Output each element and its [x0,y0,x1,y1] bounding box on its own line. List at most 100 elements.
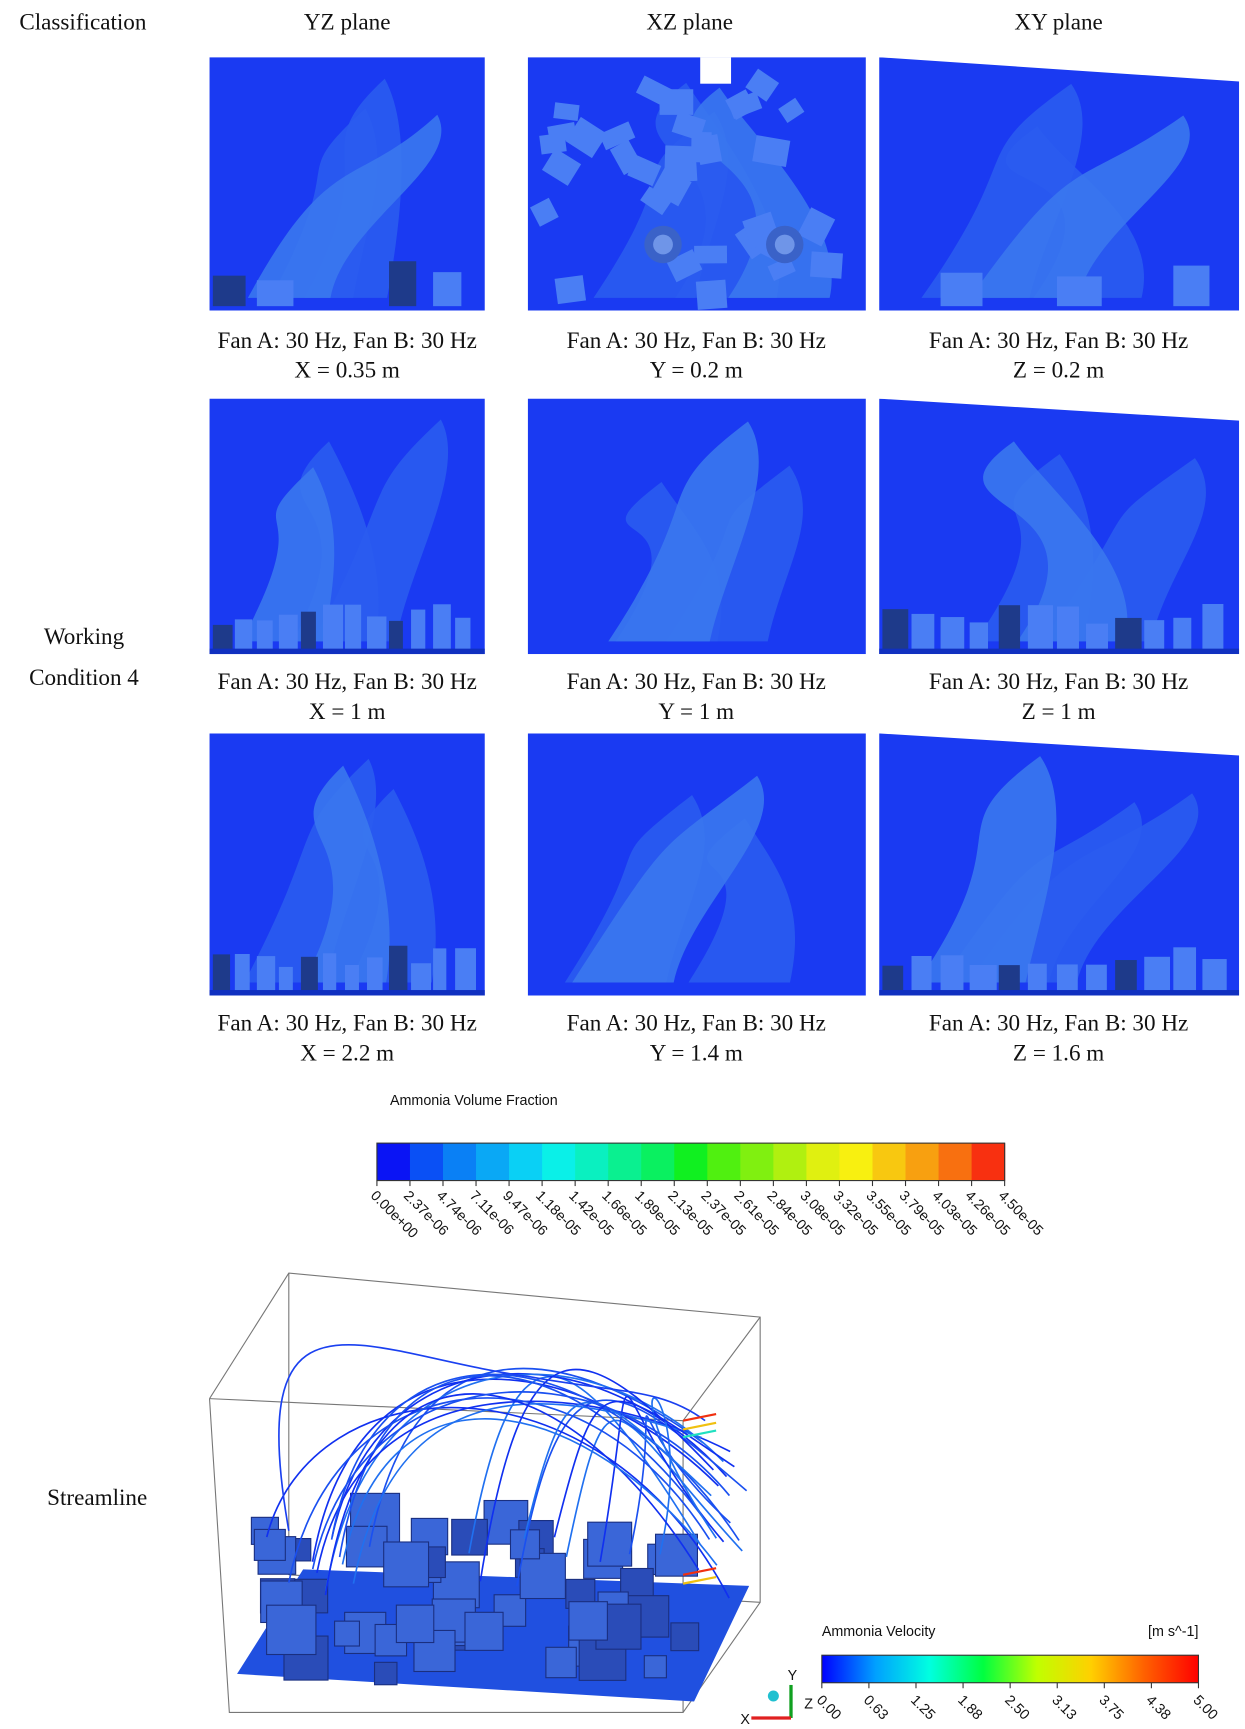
contour-panel [528,733,866,995]
block [1173,266,1209,307]
axis-label: Z [804,1697,813,1713]
page: {"header": {"classification": "Classific… [0,0,1245,1729]
panel-body [528,733,866,995]
block [257,620,273,649]
colorbar-segment [542,1143,576,1180]
row-label: Working [44,624,125,650]
panel-body [879,399,1239,654]
contour-panel [210,733,485,995]
colorbar-label: 4.38 [1143,1692,1174,1723]
panel-caption: Fan A: 30 Hz, Fan B: 30 Hz [218,328,477,354]
colorbar-segment [608,1143,642,1180]
axis-z [768,1690,779,1701]
block [411,610,425,650]
equipment [267,1605,316,1654]
colorbar-label: 0.63 [860,1692,891,1723]
panel-body [879,733,1239,995]
block [1115,960,1137,991]
block [941,955,964,991]
block [455,948,476,991]
block [235,954,250,991]
panel-caption: Fan A: 30 Hz, Fan B: 30 Hz [567,1011,826,1037]
panel-caption: Y = 1.4 m [650,1040,743,1066]
contour-panel [528,56,866,310]
block [213,954,230,991]
colorbar-segment [707,1143,741,1180]
equipment [588,1522,632,1566]
block [433,948,446,991]
colorbar-label: 2.50 [1001,1692,1032,1723]
colorbar-segment [377,1143,411,1180]
panel-body [210,399,485,654]
panel-body [528,56,866,310]
streamline [554,1401,734,1537]
block [1202,959,1226,991]
floor [879,990,1239,996]
colorbar-label: 1.25 [907,1692,938,1723]
block [433,604,451,649]
contour-panel [210,57,485,310]
panel-caption: Fan A: 30 Hz, Fan B: 30 Hz [218,1011,477,1037]
legend-unit: [m s^-1] [1148,1624,1198,1640]
block [691,132,712,163]
panel-caption: Fan A: 30 Hz, Fan B: 30 Hz [929,328,1188,354]
classification-header: Classification [19,10,147,36]
equipment [396,1605,433,1642]
panel-body [879,57,1239,310]
panel-caption: X = 1 m [309,699,386,725]
block [1144,620,1164,650]
fan-hub [775,235,795,255]
contour-panel [528,399,866,654]
colorbar [822,1655,1199,1683]
colorbar-segment [740,1143,774,1180]
block [999,965,1020,991]
block [941,273,983,306]
colorbar-segment [972,1143,1006,1180]
floor [210,649,485,655]
block [257,280,294,306]
fan-hub [653,235,673,255]
colorbar-segment [410,1143,444,1180]
axis-label: Y [788,1668,798,1684]
panel-caption: Fan A: 30 Hz, Fan B: 30 Hz [929,1011,1188,1037]
block [235,619,252,649]
panel-caption: Y = 0.2 m [650,358,743,384]
contour-panel [879,57,1239,310]
colorbar-segment [476,1143,510,1180]
block [941,617,965,650]
equipment [375,1662,397,1684]
panel-caption: Y = 1 m [658,699,734,725]
block [1057,964,1078,991]
colorbar-label: 3.13 [1048,1692,1079,1723]
block [911,956,931,991]
equipment [254,1529,285,1560]
legend-title: Ammonia Velocity [822,1624,936,1640]
plane-header: XZ plane [646,10,733,36]
block [555,275,586,304]
block [1086,965,1107,991]
block [301,612,316,650]
block [1057,606,1079,649]
colorbar-segment [939,1143,973,1180]
panel-body [210,57,485,310]
plane-header: XY plane [1014,10,1102,36]
equipment [546,1647,576,1677]
block [389,946,407,991]
colorbar-segment [773,1143,807,1180]
colorbar-segment [575,1143,609,1180]
block [323,953,336,991]
equipment [335,1621,360,1646]
block [301,957,318,991]
block [1202,604,1223,650]
panel-caption: Fan A: 30 Hz, Fan B: 30 Hz [929,669,1188,695]
streamline-view [210,1273,761,1712]
block [1057,276,1102,306]
equipment [644,1656,666,1678]
equipment [465,1612,503,1650]
panel-caption: X = 2.2 m [300,1040,394,1066]
contour-panel [879,399,1239,654]
block [455,618,470,650]
block [345,965,359,991]
block [882,609,908,650]
panel-caption: Fan A: 30 Hz, Fan B: 30 Hz [218,669,477,695]
